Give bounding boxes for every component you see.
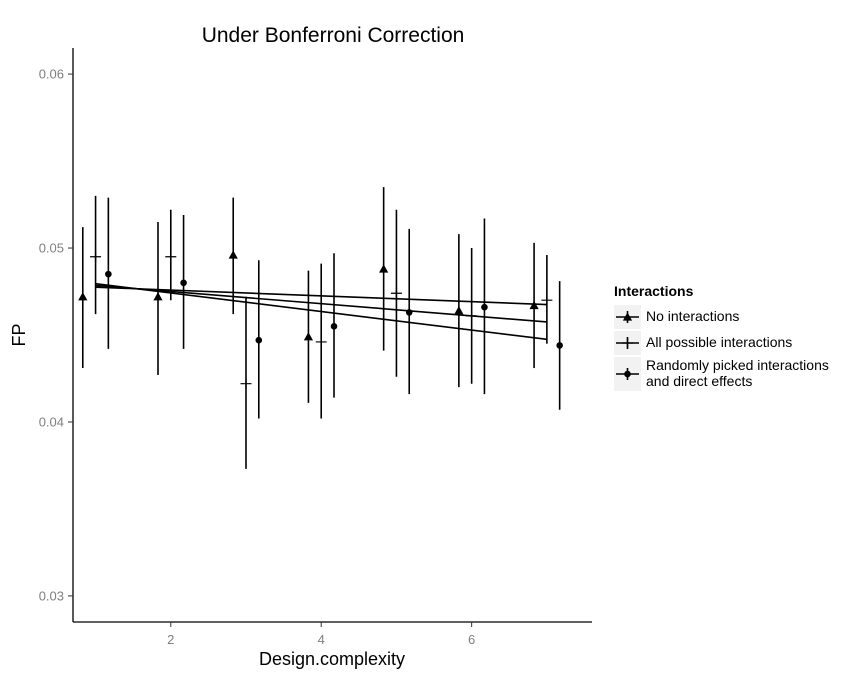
data-point-circle (556, 342, 563, 349)
data-point-circle (481, 303, 488, 311)
legend-marker-circle (624, 370, 631, 378)
legend-marker-plus (622, 337, 633, 349)
x-tick-label: 2 (167, 632, 174, 647)
legend-label: and direct effects (646, 373, 752, 389)
plot-area: 2 4 6 0.03 0.04 0.05 0.06 (39, 48, 592, 647)
y-axis-title: FP (9, 323, 29, 346)
y-tick-label: 0.05 (39, 241, 64, 256)
legend: Interactions No interactions All possible… (614, 283, 829, 391)
x-tick-label: 4 (318, 632, 325, 647)
legend-marker-triangle (622, 312, 633, 321)
data-point-triangle (529, 300, 539, 310)
data-point-triangle (303, 332, 314, 341)
data-point-plus (390, 287, 402, 299)
data-point-plus (90, 251, 102, 263)
x-tick-label: 6 (468, 632, 475, 647)
y-tick-label: 0.03 (39, 588, 64, 603)
y-tick-label: 0.06 (39, 67, 64, 82)
data-point-plus (165, 251, 177, 263)
y-tick-label: 0.04 (39, 414, 64, 429)
x-axis-title: Design.complexity (259, 649, 405, 669)
data-point-circle (255, 336, 263, 344)
data-point-triangle (228, 250, 238, 259)
data-point-plus (466, 310, 478, 322)
legend-label: No interactions (646, 308, 739, 324)
data-point-circle (105, 270, 112, 278)
chart-title: Under Bonferroni Correction (202, 24, 465, 47)
data-point-circle (180, 279, 187, 287)
data-point-triangle (379, 264, 389, 273)
data-point-plus (541, 294, 553, 306)
legend-label: All possible interactions (646, 334, 792, 350)
data-point-circle (405, 309, 413, 316)
data-point-triangle (78, 292, 88, 301)
data-point-triangle (454, 306, 464, 315)
data-point-triangle (153, 292, 163, 301)
legend-title: Interactions (614, 283, 694, 299)
data-point-plus (315, 336, 327, 348)
data-point-circle (330, 323, 338, 330)
data-point-plus (240, 378, 252, 390)
legend-label: Randomly picked interactions (646, 357, 829, 373)
